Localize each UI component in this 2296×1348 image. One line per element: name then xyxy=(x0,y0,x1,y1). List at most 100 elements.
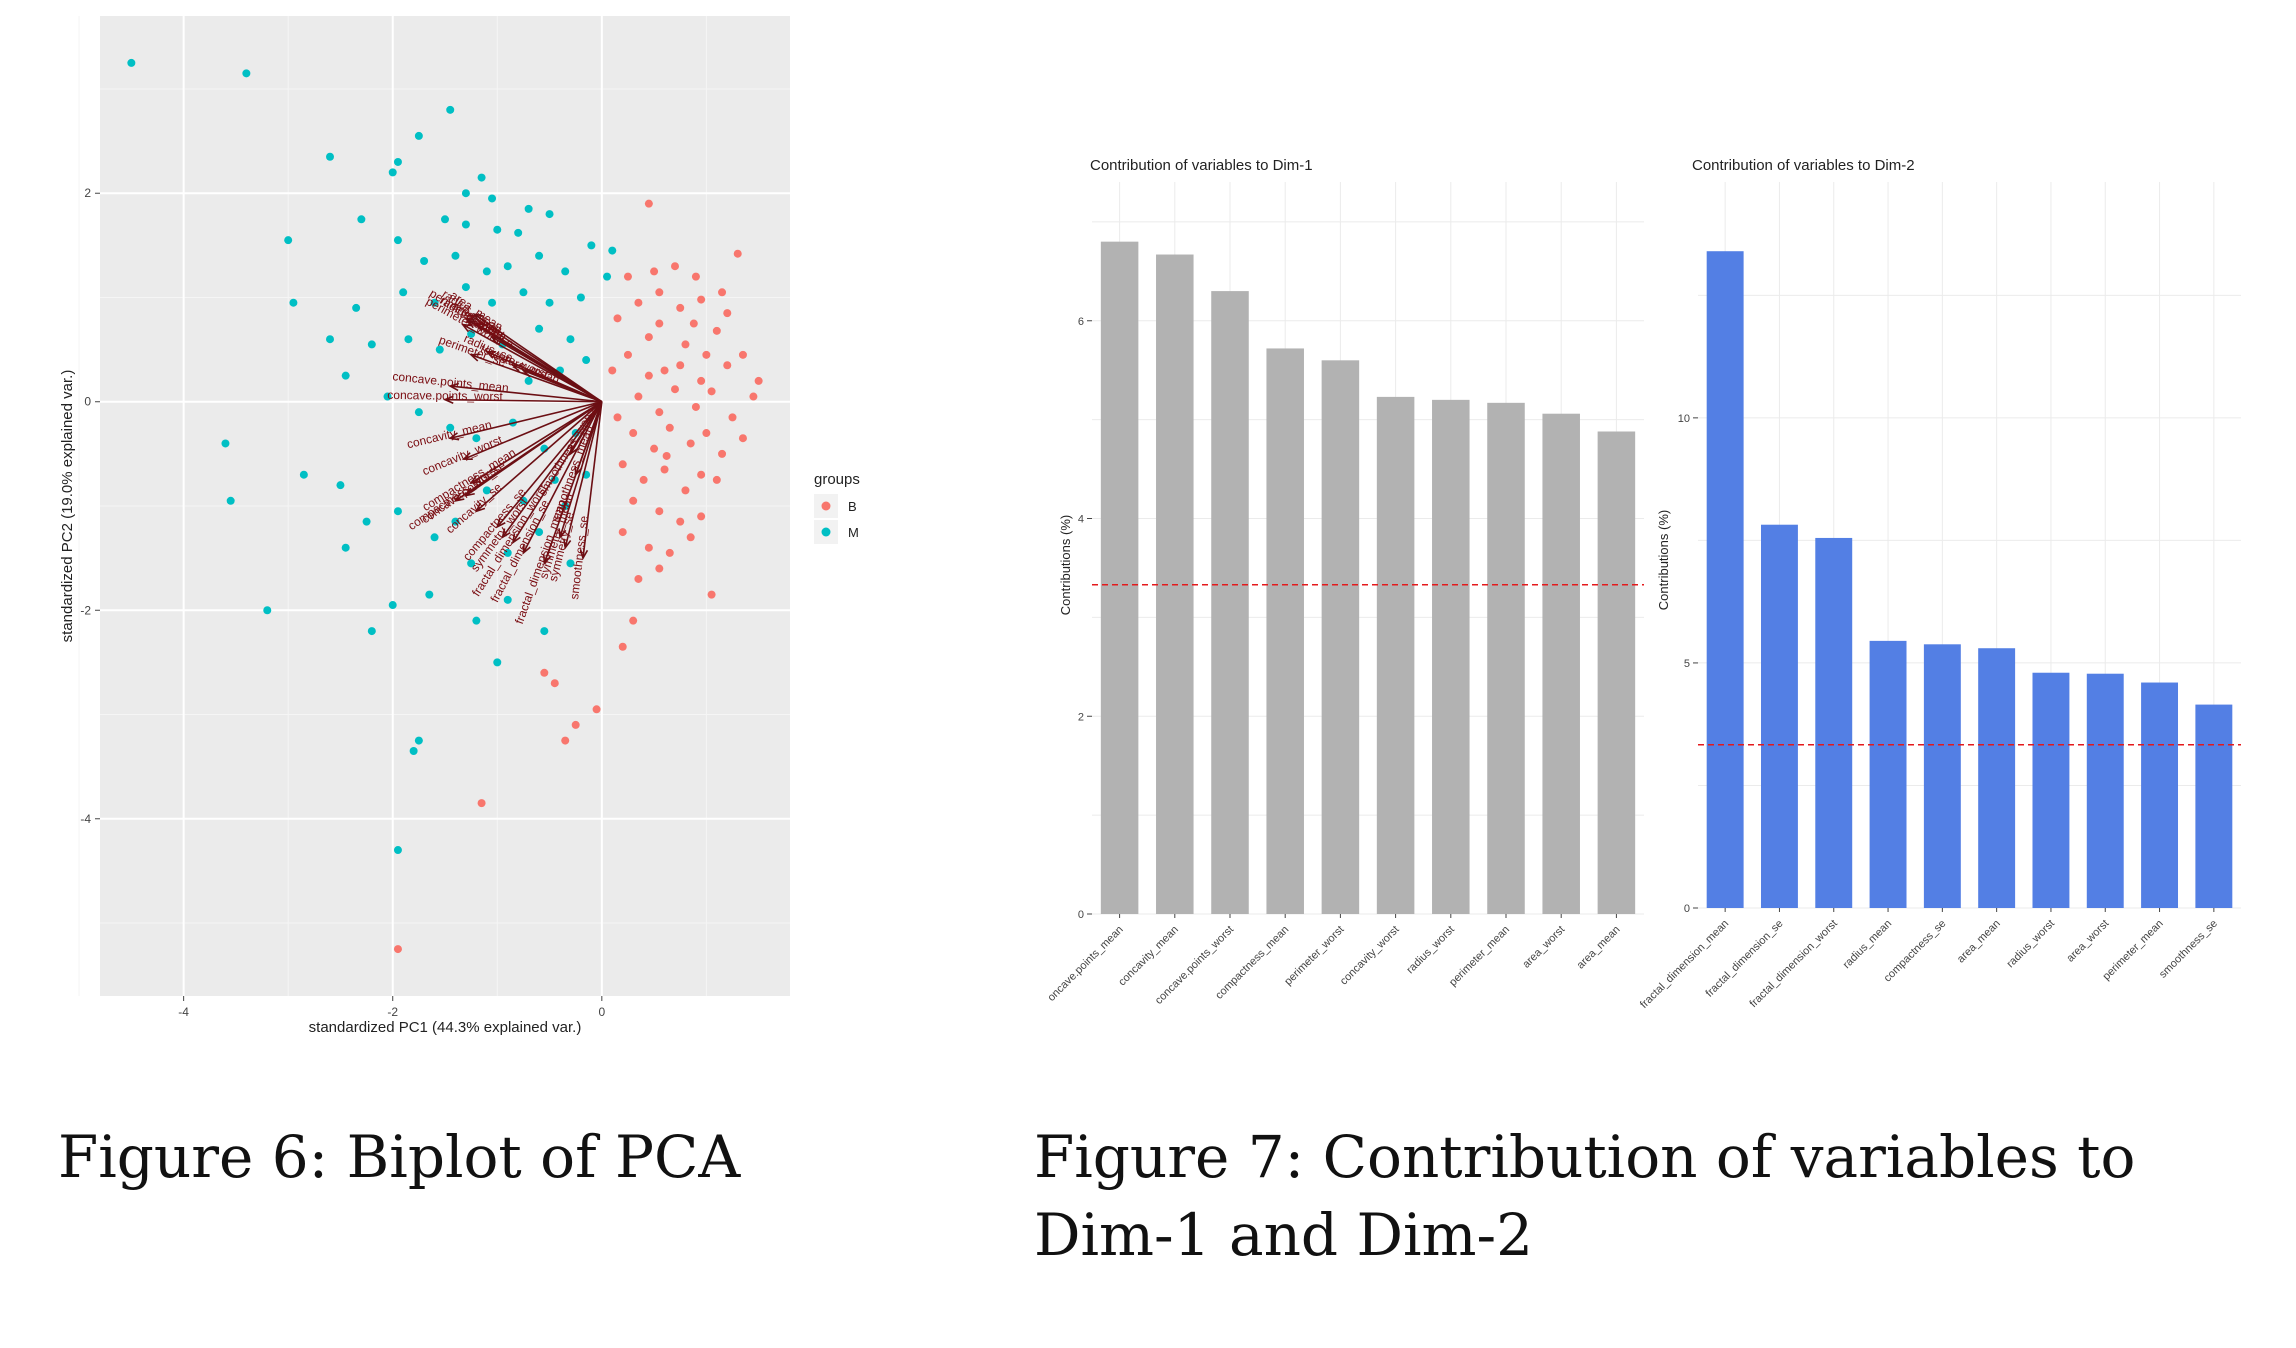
data-point-b xyxy=(676,361,685,370)
data-point-b xyxy=(712,475,721,484)
x-tick-label: fractal_dimension_worst xyxy=(1748,918,1840,1010)
y-tick-label: -2 xyxy=(80,603,91,617)
data-point-m xyxy=(221,439,230,448)
data-point-m xyxy=(603,272,612,281)
loading-arrowhead xyxy=(461,452,473,460)
dim1-y-axis-label: Contributions (%) xyxy=(1058,515,1073,615)
loading-arrow xyxy=(501,401,603,538)
data-point-m xyxy=(242,69,251,78)
data-point-m xyxy=(446,423,455,432)
contribution-bar xyxy=(1542,413,1580,914)
y-tick-label: -4 xyxy=(80,812,91,826)
loading-arrow xyxy=(523,369,603,403)
x-tick-label: fractal_dimension_mean xyxy=(1638,918,1731,1011)
data-point-m xyxy=(503,595,512,604)
data-point-m xyxy=(467,559,476,568)
x-tick-label: concavity_mean xyxy=(1116,924,1181,989)
legend-label-b: B xyxy=(848,499,857,514)
data-point-m xyxy=(514,228,523,237)
y-tick-label: 0 xyxy=(84,395,91,409)
loading-arrowhead xyxy=(448,432,460,441)
data-point-b xyxy=(650,444,659,453)
loading-arrowhead xyxy=(558,528,567,540)
data-point-b xyxy=(671,385,679,394)
data-point-m xyxy=(284,236,293,245)
biplot-points xyxy=(127,58,763,954)
y-tick-label: 2 xyxy=(84,186,91,200)
data-point-b xyxy=(613,413,622,422)
data-point-m xyxy=(414,736,423,745)
contribution-bar xyxy=(2195,704,2233,908)
data-point-b xyxy=(702,350,711,359)
loading-arrowhead xyxy=(466,319,478,329)
data-point-b xyxy=(393,945,402,954)
data-point-m xyxy=(482,267,491,276)
data-point-m xyxy=(226,496,235,505)
data-point-m xyxy=(393,236,402,245)
x-tick-label: smoothness_se xyxy=(2157,918,2220,981)
data-point-m xyxy=(461,283,470,292)
data-point-m xyxy=(388,168,397,177)
data-point-b xyxy=(754,376,763,385)
loading-arrowhead xyxy=(511,364,522,373)
contribution-bar xyxy=(2086,673,2124,908)
contribution-bar xyxy=(1815,537,1853,908)
data-point-b xyxy=(655,564,664,573)
loading-arrow xyxy=(475,401,603,512)
loading-arrow xyxy=(564,401,603,548)
data-point-m xyxy=(414,408,423,417)
data-point-b xyxy=(738,434,747,443)
loading-arrow xyxy=(465,401,603,497)
loading-arrow xyxy=(491,336,603,403)
dim2-bars xyxy=(1706,251,2233,908)
data-point-b xyxy=(618,460,627,469)
legend-key-b xyxy=(821,501,831,511)
data-point-b xyxy=(629,616,638,625)
figure-7-caption: Figure 7: Contribution of variables to D… xyxy=(1034,1123,2136,1269)
contribution-bar xyxy=(1487,402,1525,914)
data-point-b xyxy=(639,475,648,484)
loading-arrowhead xyxy=(469,353,481,362)
y-tick-label: 0 xyxy=(1078,909,1084,921)
data-point-b xyxy=(618,528,627,537)
data-point-b xyxy=(655,507,664,516)
data-point-m xyxy=(289,298,298,307)
data-point-m xyxy=(420,257,429,265)
data-point-b xyxy=(697,295,706,304)
contribution-bar xyxy=(1706,251,1744,908)
data-point-m xyxy=(357,215,366,224)
contribution-bar xyxy=(1869,640,1907,908)
loading-arrow xyxy=(463,401,603,460)
data-point-b xyxy=(662,451,671,460)
data-point-b xyxy=(749,392,758,401)
data-point-m xyxy=(451,251,460,260)
data-point-b xyxy=(689,319,698,328)
data-point-m xyxy=(587,241,596,250)
biplot-axis-ticks: -4 -2 0 -4 -2 0 2 xyxy=(80,186,605,1019)
contribution-bar xyxy=(1321,360,1360,915)
data-point-b xyxy=(733,249,742,258)
data-point-m xyxy=(461,220,470,229)
legend-label-m: M xyxy=(848,525,859,540)
dim1-bars xyxy=(1100,241,1636,915)
data-point-b xyxy=(629,429,638,438)
x-tick-label: radius_worst xyxy=(2004,918,2057,971)
loading-arrowhead xyxy=(563,538,572,550)
loading-arrow xyxy=(496,401,603,528)
dim2-y-axis-label: Contributions (%) xyxy=(1656,510,1671,610)
data-point-m xyxy=(482,486,491,495)
loading-arrowhead xyxy=(542,554,551,566)
data-point-b xyxy=(644,543,653,552)
data-point-b xyxy=(718,288,727,297)
dim1-chart-title: Contribution of variables to Dim-1 xyxy=(1090,157,1313,174)
data-point-b xyxy=(718,449,727,458)
data-point-b xyxy=(676,303,685,312)
data-point-m xyxy=(352,303,361,312)
loading-arrowhead xyxy=(495,518,506,529)
data-point-b xyxy=(723,309,732,318)
loading-arrow xyxy=(450,400,603,440)
data-point-m xyxy=(566,559,575,568)
legend-key-m xyxy=(821,527,831,537)
data-point-m xyxy=(341,371,350,380)
data-point-b xyxy=(561,736,570,745)
